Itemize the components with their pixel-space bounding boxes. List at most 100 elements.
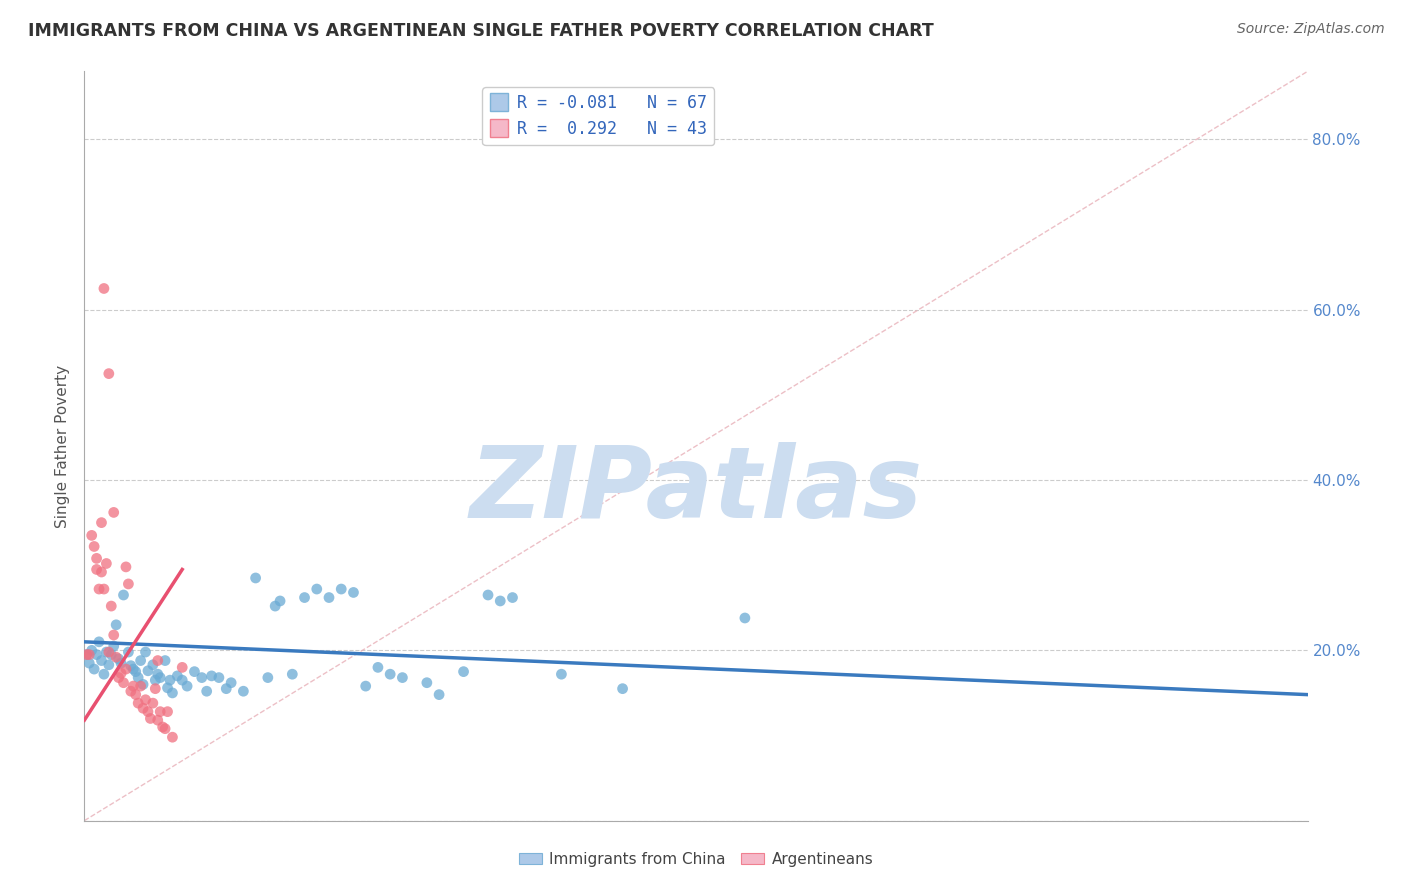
Point [125, 688, 148, 702]
Point [96, 645, 118, 659]
Point [200, 669, 222, 683]
Point [86, 551, 108, 566]
Point [105, 650, 128, 665]
Point [550, 667, 572, 681]
Point [125, 665, 148, 679]
Point [107, 671, 129, 685]
Point [416, 675, 439, 690]
Point [80, 528, 103, 542]
Point [110, 666, 132, 681]
Point [117, 645, 139, 659]
Point [305, 582, 328, 596]
Point [176, 679, 198, 693]
Point [77, 656, 100, 670]
Point [318, 591, 340, 605]
Point [129, 679, 152, 693]
Point [489, 594, 512, 608]
Point [219, 675, 242, 690]
Point [232, 684, 254, 698]
Point [93, 281, 115, 295]
Point [127, 671, 149, 685]
Point [110, 656, 132, 670]
Point [477, 588, 499, 602]
Point [122, 662, 145, 676]
Point [153, 722, 176, 736]
Point [132, 677, 155, 691]
Point [97, 657, 120, 672]
Point [215, 681, 238, 696]
Point [162, 686, 184, 700]
Point [269, 594, 291, 608]
Point [245, 571, 267, 585]
Point [105, 617, 128, 632]
Point [93, 667, 115, 681]
Point [143, 673, 166, 688]
Point [83, 662, 105, 676]
Point [330, 582, 353, 596]
Point [120, 684, 142, 698]
Point [77, 648, 100, 662]
Point [162, 730, 184, 744]
Point [90, 516, 112, 530]
Point [281, 667, 304, 681]
Point [152, 720, 174, 734]
Point [132, 701, 155, 715]
Point [100, 648, 122, 662]
Point [156, 705, 179, 719]
Point [135, 692, 157, 706]
Point [734, 611, 756, 625]
Point [146, 654, 169, 668]
Point [129, 654, 152, 668]
Point [143, 681, 166, 696]
Point [76, 648, 98, 662]
Point [136, 705, 159, 719]
Point [257, 671, 280, 685]
Point [96, 557, 118, 571]
Point [87, 582, 110, 596]
Point [294, 591, 316, 605]
Point [172, 673, 194, 688]
Point [135, 645, 157, 659]
Point [97, 367, 120, 381]
Point [159, 673, 181, 688]
Point [172, 660, 194, 674]
Point [149, 671, 172, 685]
Point [90, 565, 112, 579]
Point [93, 582, 115, 596]
Point [391, 671, 413, 685]
Legend: R = -0.081   N = 67, R =  0.292   N = 43: R = -0.081 N = 67, R = 0.292 N = 43 [482, 87, 714, 145]
Text: Source: ZipAtlas.com: Source: ZipAtlas.com [1237, 22, 1385, 37]
Point [354, 679, 377, 693]
Point [115, 662, 138, 676]
Point [136, 664, 159, 678]
Point [97, 645, 120, 659]
Point [342, 585, 364, 599]
Point [122, 679, 145, 693]
Point [103, 628, 125, 642]
Point [264, 599, 287, 613]
Point [90, 654, 112, 668]
Point [453, 665, 475, 679]
Point [87, 635, 110, 649]
Point [183, 665, 205, 679]
Point [127, 696, 149, 710]
Point [612, 681, 634, 696]
Point [502, 591, 524, 605]
Point [380, 667, 402, 681]
Point [146, 667, 169, 681]
Point [100, 599, 122, 613]
Point [149, 705, 172, 719]
Point [115, 560, 138, 574]
Point [76, 648, 98, 662]
Point [208, 671, 231, 685]
Point [117, 577, 139, 591]
Point [156, 681, 179, 695]
Point [166, 669, 188, 683]
Text: ZIPatlas: ZIPatlas [470, 442, 922, 540]
Y-axis label: Single Father Poverty: Single Father Poverty [55, 365, 70, 527]
Point [427, 688, 450, 702]
Point [80, 643, 103, 657]
Point [112, 675, 135, 690]
Point [146, 713, 169, 727]
Point [86, 648, 108, 662]
